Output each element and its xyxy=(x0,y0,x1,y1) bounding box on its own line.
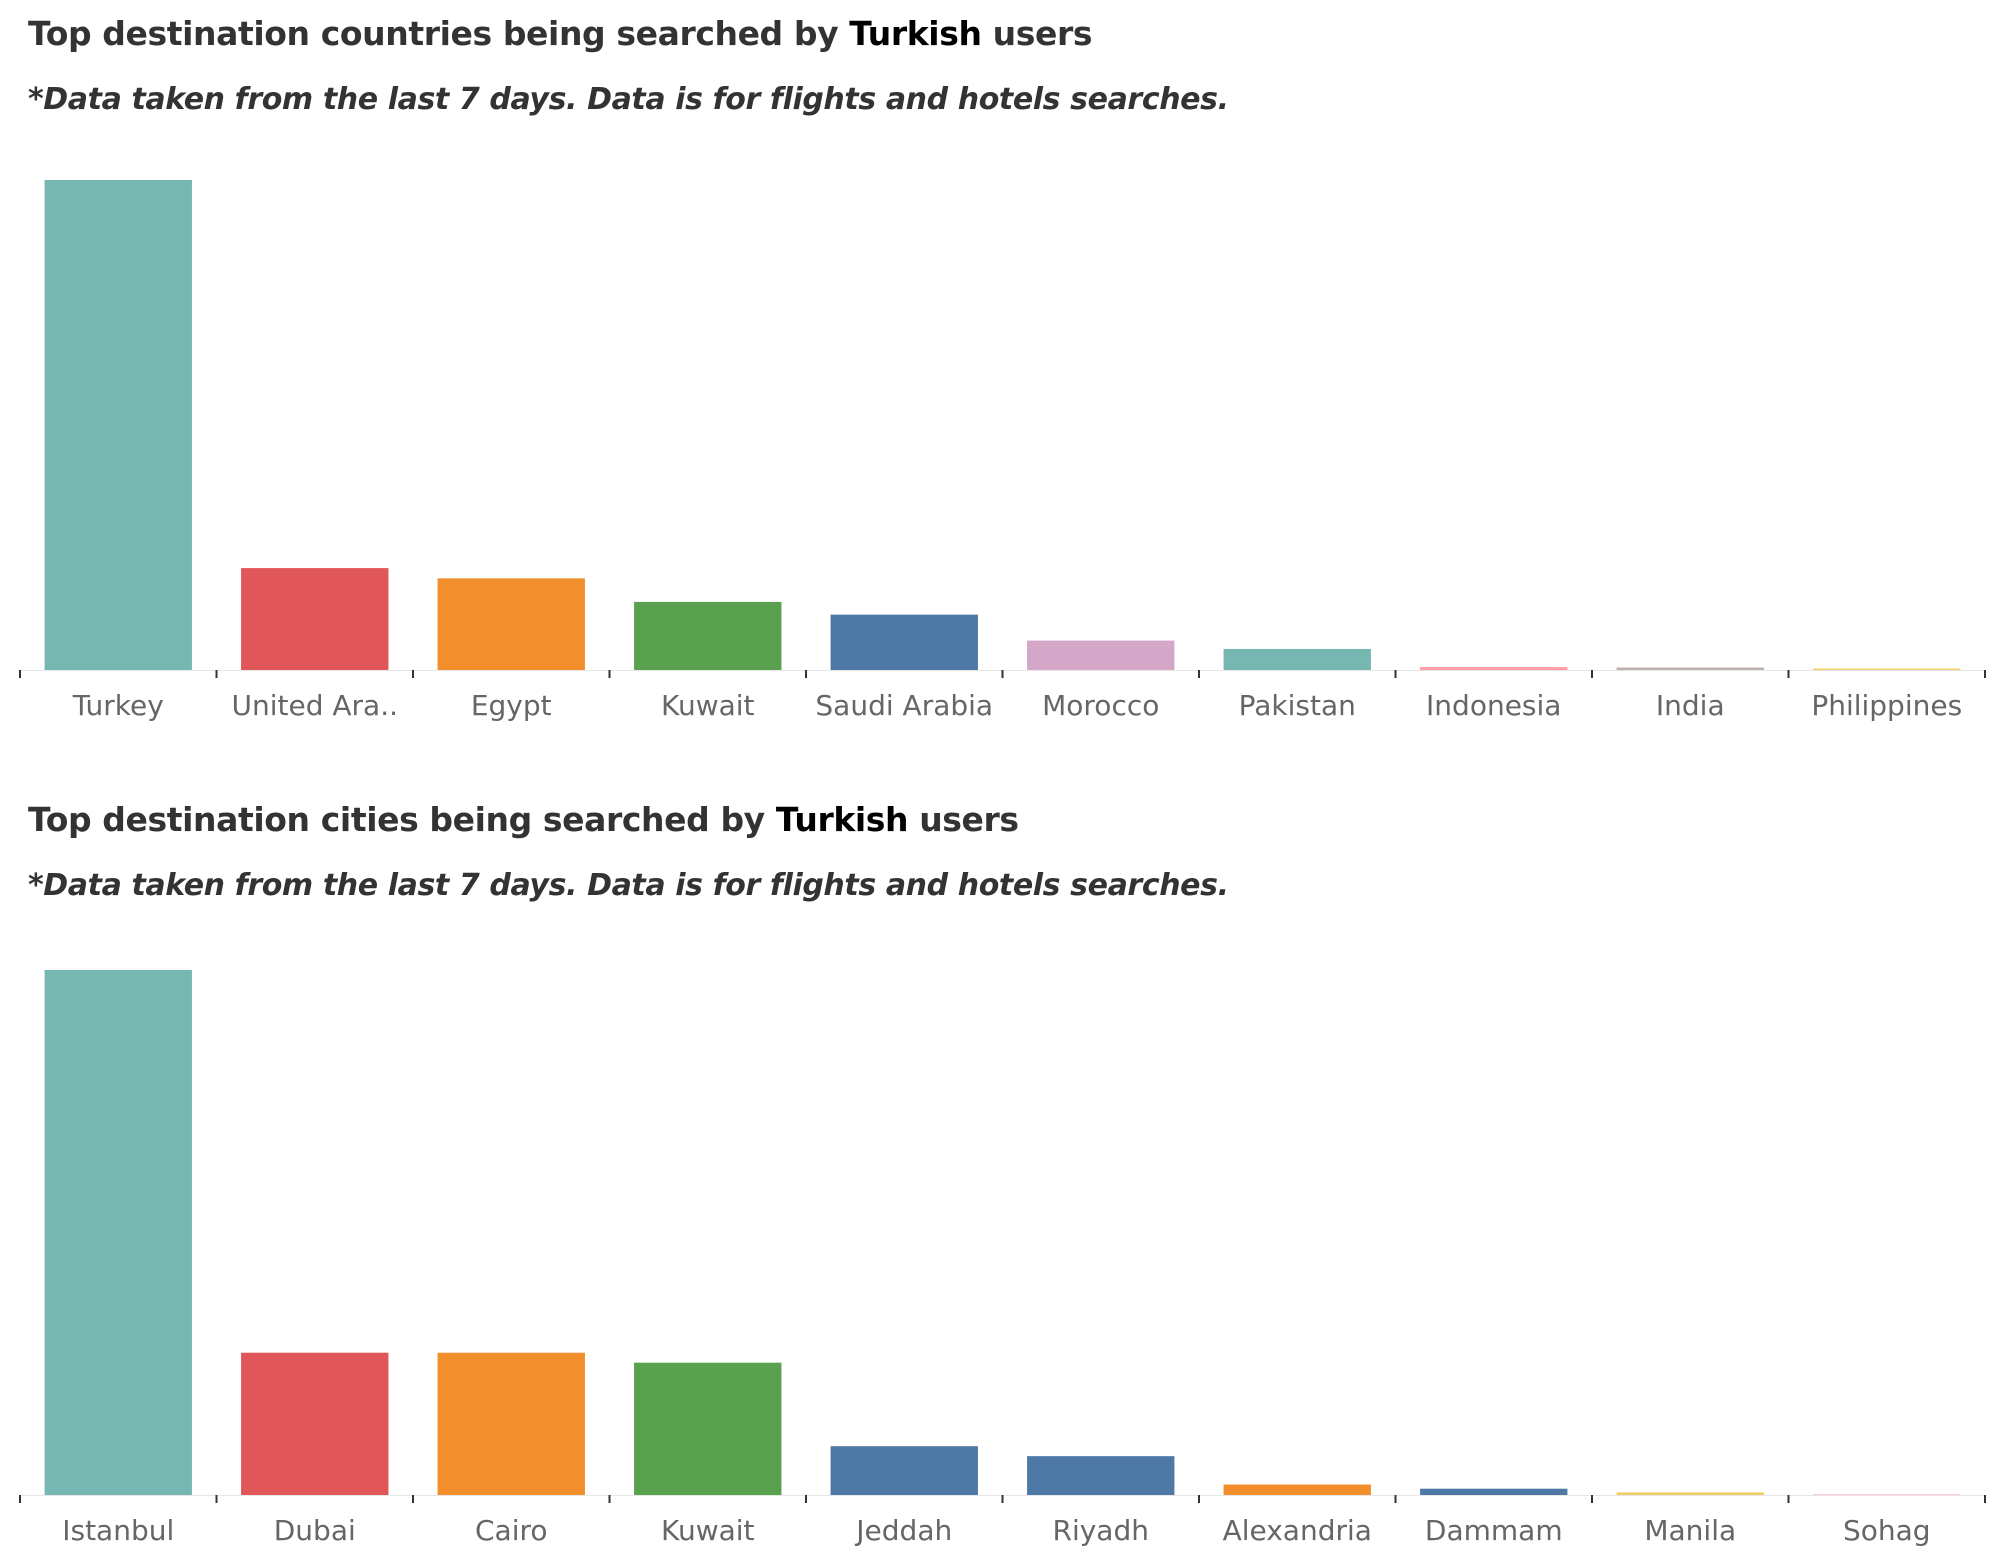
city-bar-alexandria[interactable] xyxy=(1223,1484,1371,1496)
country-tick-label: Turkey xyxy=(72,689,164,722)
country-tick-label: United Ara.. xyxy=(231,689,398,722)
city-tick-label: Cairo xyxy=(475,1514,548,1547)
country-bar-indonesia[interactable] xyxy=(1420,667,1568,670)
cities-bar-chart: Istanbul Dubai Cairo Kuwait Jeddah Riyadh Alex… xyxy=(19,970,1986,1547)
country-bar-pakistan[interactable] xyxy=(1223,648,1371,670)
cities-chart-title: Top destination cities being searched by… xyxy=(28,800,1019,839)
city-tick-label: Manila xyxy=(1644,1514,1736,1547)
country-bar-united-ara[interactable] xyxy=(241,568,389,670)
country-tick-label: Philippines xyxy=(1811,689,1962,722)
city-bar-jeddah[interactable] xyxy=(830,1446,978,1495)
city-tick-label: Istanbul xyxy=(62,1514,174,1547)
country-bar-saudi-arabia[interactable] xyxy=(830,614,978,670)
city-bar-istanbul[interactable] xyxy=(44,970,192,1495)
city-bar-riyadh[interactable] xyxy=(1027,1456,1175,1495)
city-tick-label: Dubai xyxy=(274,1514,356,1547)
city-bar-manila[interactable] xyxy=(1616,1492,1764,1495)
city-bar-cairo[interactable] xyxy=(437,1352,585,1495)
countries-bar-chart: Turkey United Ara.. Egypt Kuwait Saudi Arabi… xyxy=(19,180,1986,722)
country-tick-label: Saudi Arabia xyxy=(815,689,993,722)
country-bar-egypt[interactable] xyxy=(437,578,585,670)
city-bar-sohag[interactable] xyxy=(1813,1494,1961,1495)
city-tick-label: Alexandria xyxy=(1223,1514,1372,1547)
country-bar-turkey[interactable] xyxy=(44,180,192,670)
city-tick-label: Riyadh xyxy=(1053,1514,1149,1547)
cities-chart-subtitle: *Data taken from the last 7 days. Data i… xyxy=(28,868,1229,903)
city-bar-dubai[interactable] xyxy=(241,1352,389,1495)
country-tick-label: Egypt xyxy=(471,689,552,722)
country-bar-morocco[interactable] xyxy=(1027,640,1175,670)
country-tick-label: India xyxy=(1656,689,1725,722)
city-tick-label: Jeddah xyxy=(854,1514,952,1547)
city-tick-label: Sohag xyxy=(1843,1514,1931,1547)
country-bar-india[interactable] xyxy=(1616,667,1764,670)
country-tick-label: Kuwait xyxy=(661,689,755,722)
country-bar-kuwait[interactable] xyxy=(634,601,782,670)
country-tick-label: Pakistan xyxy=(1239,689,1356,722)
countries-chart-subtitle: *Data taken from the last 7 days. Data i… xyxy=(28,82,1229,117)
countries-chart-title: Top destination countries being searched… xyxy=(28,14,1093,53)
city-bar-dammam[interactable] xyxy=(1420,1488,1568,1495)
city-tick-label: Dammam xyxy=(1425,1514,1563,1547)
city-bar-kuwait[interactable] xyxy=(634,1362,782,1495)
city-tick-label: Kuwait xyxy=(661,1514,755,1547)
country-tick-label: Morocco xyxy=(1042,689,1159,722)
country-tick-label: Indonesia xyxy=(1426,689,1561,722)
country-bar-philippines[interactable] xyxy=(1813,668,1961,670)
